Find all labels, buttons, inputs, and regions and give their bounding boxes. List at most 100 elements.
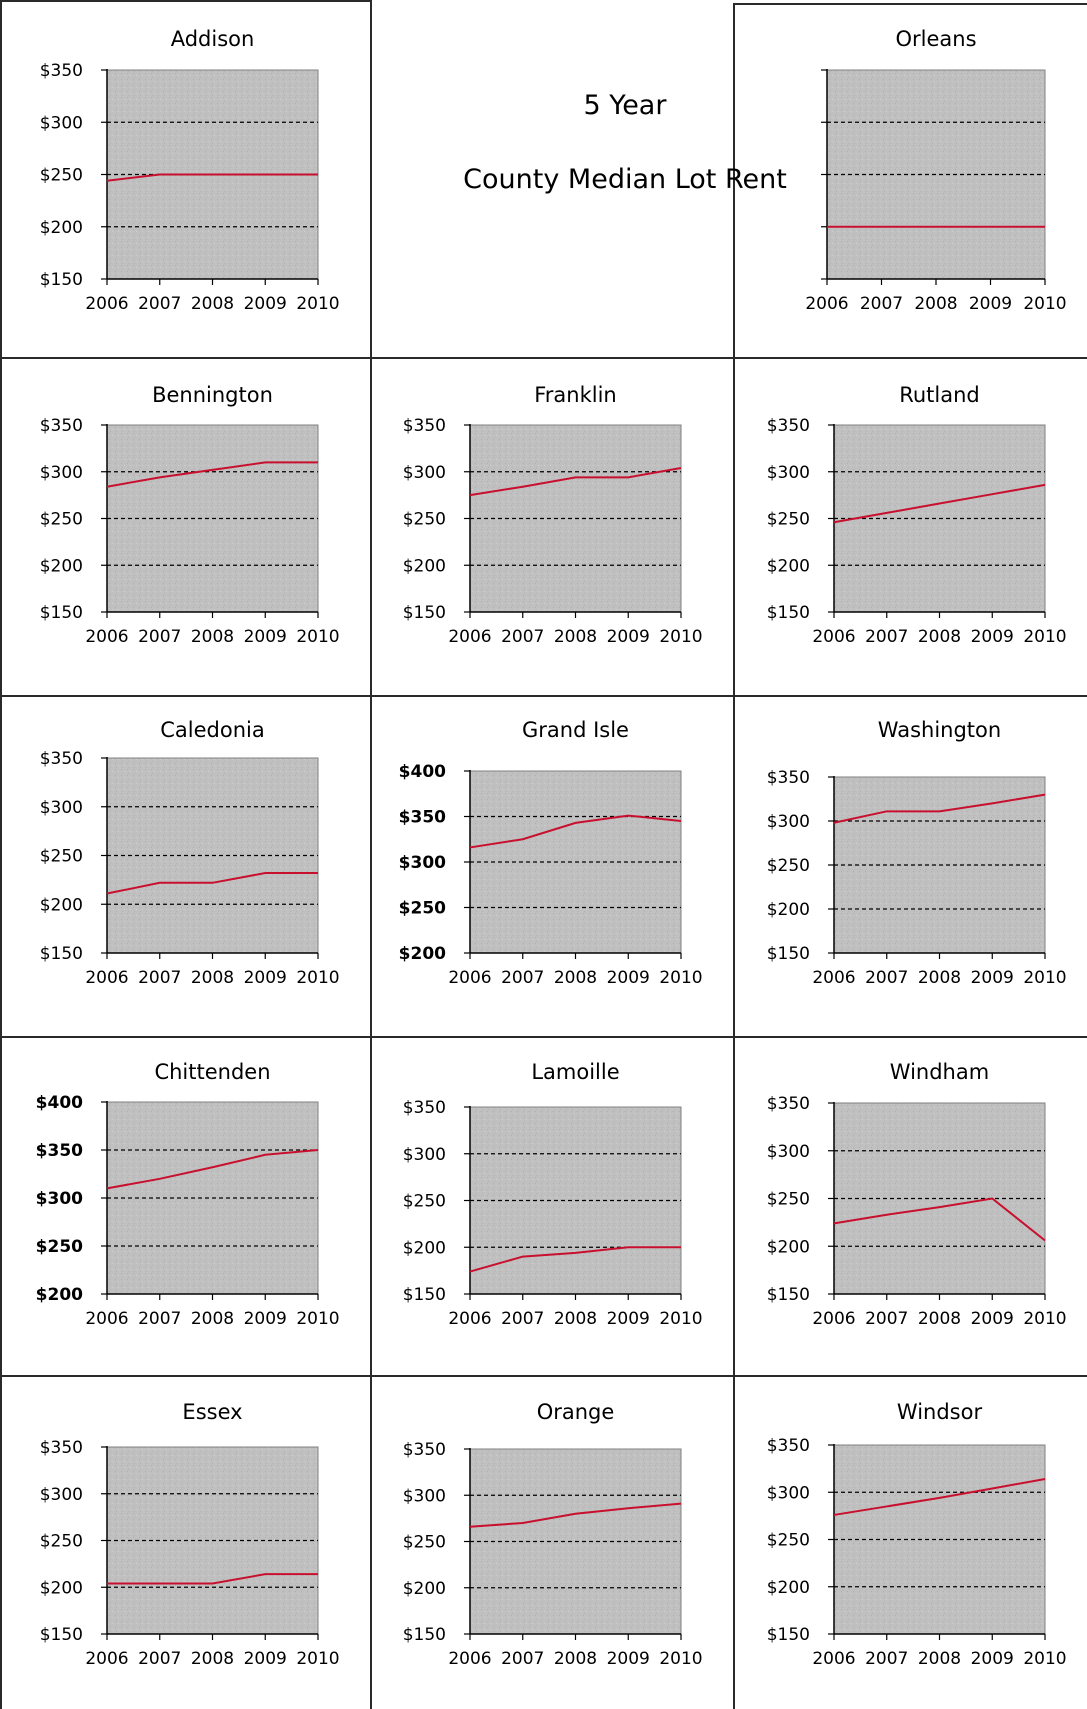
- x-tick-label: 2010: [296, 627, 339, 647]
- x-tick-label: 2010: [296, 1309, 339, 1329]
- divider-row-3: [0, 1036, 1087, 1038]
- chart-rutland: Rutland $150 $200 $250 $300 $350 2006 2007 2008 2…: [767, 383, 1067, 647]
- y-tick-label: $200: [399, 944, 446, 964]
- y-tick-label: $400: [399, 762, 446, 782]
- x-tick-label: 2010: [1023, 294, 1066, 314]
- chart-title: Essex: [182, 1400, 242, 1424]
- y-tick-label: $200: [40, 1578, 83, 1598]
- y-tick-label: $350: [399, 808, 446, 828]
- x-tick-label: 2007: [501, 968, 544, 988]
- heading-line-1: 5 Year: [583, 90, 667, 121]
- y-tick-label: $300: [40, 113, 83, 133]
- x-tick-label: 2009: [971, 968, 1014, 988]
- y-tick-label: $250: [403, 1533, 446, 1553]
- chart-orange: Orange $150 $200 $250 $300 $350 2006 2007 2008 20…: [403, 1400, 703, 1669]
- y-tick-label: $300: [40, 1485, 83, 1505]
- chart-franklin: Franklin $150 $200 $250 $300 $350 2006 2007 2008…: [403, 383, 703, 647]
- y-tick-label: $150: [403, 1625, 446, 1645]
- x-tick-label: 2007: [138, 1309, 181, 1329]
- border-top-right: [733, 3, 1087, 5]
- y-tick-label: $300: [767, 1483, 810, 1503]
- chart-title: Rutland: [899, 383, 980, 407]
- y-tick-label: $200: [403, 1238, 446, 1258]
- x-tick-label: 2010: [1023, 627, 1066, 647]
- y-tick-label: $250: [399, 899, 446, 919]
- x-tick-label: 2008: [918, 1649, 961, 1669]
- chart-title: Windham: [890, 1060, 989, 1084]
- x-tick-label: 2009: [244, 1309, 287, 1329]
- x-tick-label: 2006: [85, 627, 128, 647]
- x-tick-label: 2008: [191, 294, 234, 314]
- x-tick-label: 2010: [296, 968, 339, 988]
- y-tick-label: $350: [403, 416, 446, 436]
- y-tick-label: $350: [40, 749, 83, 769]
- x-tick-label: 2006: [805, 294, 848, 314]
- y-tick-label: $200: [767, 556, 810, 576]
- x-tick-label: 2008: [554, 1649, 597, 1669]
- x-tick-label: 2006: [812, 1309, 855, 1329]
- page-heading: 5 Year County Median Lot Rent: [440, 90, 810, 198]
- y-tick-label: $300: [403, 1145, 446, 1165]
- y-tick-label: $350: [36, 1141, 83, 1161]
- chart-lamoille: Lamoille $150 $200 $250 $300 $350 2006 2007 2008…: [403, 1060, 703, 1329]
- y-tick-label: $250: [40, 847, 83, 867]
- divider-col-2: [733, 3, 735, 1709]
- chart-orleans: Orleans 2006 2007 2008 2009 2010: [805, 27, 1066, 314]
- x-tick-label: 2008: [554, 968, 597, 988]
- x-tick-label: 2009: [971, 1649, 1014, 1669]
- x-tick-label: 2007: [138, 1649, 181, 1669]
- x-tick-label: 2006: [448, 1649, 491, 1669]
- y-tick-label: $250: [767, 1531, 810, 1551]
- x-tick-label: 2007: [865, 968, 908, 988]
- x-tick-label: 2009: [971, 627, 1014, 647]
- x-tick-label: 2006: [85, 1649, 128, 1669]
- y-tick-label: $150: [40, 603, 83, 623]
- y-tick-label: $300: [767, 812, 810, 832]
- y-tick-label: $300: [40, 798, 83, 818]
- border-top-left: [0, 0, 370, 2]
- y-tick-label: $150: [403, 1285, 446, 1305]
- chart-caledonia: Caledonia $150 $200 $250 $300 $350 2006 2007 200…: [40, 718, 340, 988]
- y-tick-label: $200: [403, 556, 446, 576]
- x-tick-label: 2008: [554, 1309, 597, 1329]
- chart-title: Washington: [878, 718, 1001, 742]
- divider-row-4: [0, 1375, 1087, 1377]
- chart-title: Grand Isle: [522, 718, 629, 742]
- x-tick-label: 2007: [865, 627, 908, 647]
- x-tick-label: 2008: [191, 968, 234, 988]
- x-tick-label: 2007: [501, 1649, 544, 1669]
- y-tick-label: $250: [767, 510, 810, 530]
- x-tick-label: 2008: [914, 294, 957, 314]
- chart-addison: Addison $150 $200 $250 $300 $350 2006 2007 2008 2…: [40, 27, 340, 314]
- x-tick-label: 2006: [448, 968, 491, 988]
- y-tick-label: $200: [40, 895, 83, 915]
- y-tick-label: $300: [40, 463, 83, 483]
- chart-windham: Windham $150 $200 $250 $300 $350 2006 2007 2008 2…: [767, 1060, 1067, 1329]
- y-tick-label: $200: [767, 1237, 810, 1257]
- y-tick-label: $150: [767, 1285, 810, 1305]
- y-tick-label: $300: [36, 1189, 83, 1209]
- chart-title: Bennington: [152, 383, 273, 407]
- border-left: [0, 0, 2, 1709]
- chart-title: Caledonia: [160, 718, 264, 742]
- y-tick-label: $250: [40, 1532, 83, 1552]
- y-tick-label: $150: [767, 603, 810, 623]
- y-tick-label: $350: [40, 61, 83, 81]
- chart-chittenden: Chittenden $200 $250 $300 $350 $400 2006 2007 20…: [36, 1060, 340, 1329]
- x-tick-label: 2010: [659, 627, 702, 647]
- x-tick-label: 2009: [969, 294, 1012, 314]
- x-tick-label: 2007: [865, 1309, 908, 1329]
- x-tick-label: 2007: [138, 294, 181, 314]
- chart-title: Lamoille: [531, 1060, 619, 1084]
- chart-title: Orange: [537, 1400, 615, 1424]
- y-tick-label: $250: [403, 1192, 446, 1212]
- x-tick-label: 2008: [918, 627, 961, 647]
- y-tick-label: $200: [40, 556, 83, 576]
- y-tick-label: $250: [40, 166, 83, 186]
- y-tick-label: $150: [767, 1625, 810, 1645]
- y-tick-label: $350: [403, 1440, 446, 1460]
- y-tick-label: $350: [40, 416, 83, 436]
- x-tick-label: 2008: [191, 1649, 234, 1669]
- heading-line-2: County Median Lot Rent: [463, 164, 787, 195]
- x-tick-label: 2008: [191, 1309, 234, 1329]
